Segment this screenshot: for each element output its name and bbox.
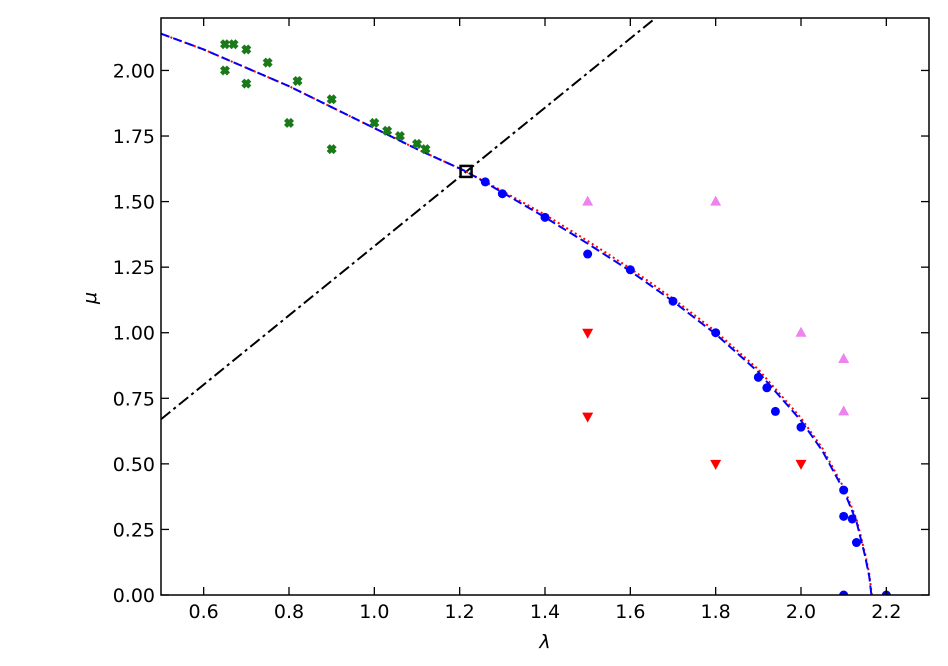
plot-frame: [160, 17, 930, 596]
x-tick-label: 0.6: [189, 601, 219, 623]
x-tick-label: 1.8: [701, 601, 731, 623]
y-tick-label: 1.25: [113, 257, 155, 279]
point: [851, 538, 861, 548]
point: [753, 372, 763, 382]
y-tick-label: 0.50: [113, 454, 155, 476]
curve: [161, 32, 873, 595]
point: [710, 195, 722, 206]
x-axis-label: λ: [538, 631, 550, 653]
curve: [161, 32, 873, 595]
point: [241, 78, 252, 89]
y-tick-label: 0.25: [113, 519, 155, 541]
point: [770, 406, 780, 416]
point: [540, 212, 550, 222]
point: [292, 75, 303, 86]
point: [762, 383, 772, 393]
y-tick-label: 1.75: [113, 126, 155, 148]
point: [394, 131, 405, 142]
point: [582, 195, 594, 206]
point: [711, 328, 721, 338]
point: [220, 65, 230, 76]
point: [795, 459, 807, 470]
point: [228, 39, 239, 50]
point: [420, 144, 431, 155]
point: [582, 412, 594, 423]
point: [459, 164, 473, 179]
point: [220, 39, 230, 50]
point: [497, 189, 507, 199]
y-tick-label: 1.00: [113, 323, 155, 345]
point: [241, 44, 252, 55]
point: [795, 326, 807, 337]
point: [838, 352, 850, 363]
x-tick-label: 2.2: [871, 601, 901, 623]
point: [326, 94, 337, 105]
point: [796, 422, 806, 432]
point: [838, 405, 850, 416]
x-tick-label: 1.0: [359, 601, 389, 623]
x-tick-label: 1.2: [445, 601, 475, 623]
y-tick-label: 1.50: [113, 192, 155, 214]
point: [412, 138, 422, 149]
point: [625, 265, 635, 275]
x-tick-label: 1.6: [615, 601, 645, 623]
y-tick-label: 0.00: [113, 585, 155, 607]
point: [369, 117, 380, 128]
plot-area: [161, 18, 891, 595]
point: [284, 117, 294, 128]
y-tick-label: 2.00: [113, 60, 155, 82]
y-axis-label: μ: [79, 292, 101, 305]
point: [710, 459, 722, 470]
point: [382, 125, 393, 136]
y-tick-label: 0.75: [113, 388, 155, 410]
x-tick-label: 2.0: [786, 601, 816, 623]
point: [582, 328, 594, 339]
x-tick-label: 0.8: [274, 601, 304, 623]
x-tick-label: 1.4: [530, 601, 560, 623]
point: [480, 177, 490, 187]
point: [847, 514, 857, 524]
curve: [161, 18, 657, 421]
point: [839, 590, 849, 595]
point: [668, 296, 678, 306]
point: [839, 485, 849, 495]
point: [839, 511, 849, 521]
point: [262, 57, 273, 68]
point: [583, 249, 593, 259]
point: [326, 144, 337, 155]
